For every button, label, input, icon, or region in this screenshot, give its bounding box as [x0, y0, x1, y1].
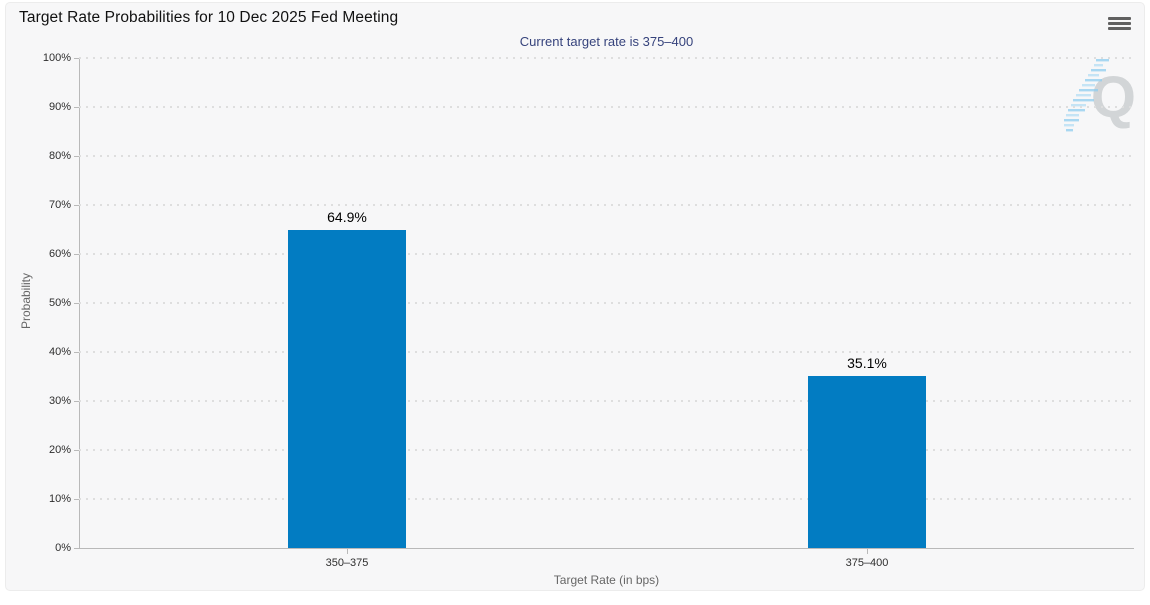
y-tick-label: 30%: [48, 395, 71, 407]
probability-bar[interactable]: [288, 229, 406, 548]
gridline: [79, 106, 1134, 108]
gridline: [79, 400, 1134, 402]
gridline: [79, 204, 1134, 206]
y-tick-label: 40%: [48, 346, 71, 358]
hamburger-menu-icon: [1107, 26, 1131, 30]
y-tick-label: 50%: [48, 297, 71, 309]
y-tick-label: 70%: [48, 199, 71, 211]
gridline: [79, 57, 1134, 59]
watermark-q-letter: Q: [1090, 65, 1136, 130]
y-tick-mark: [74, 352, 79, 353]
chart-panel: Target Rate Probabilities for 10 Dec 202…: [5, 2, 1145, 591]
x-tick-mark: [867, 548, 868, 554]
y-tick-mark: [74, 58, 79, 59]
gridline: [79, 498, 1134, 500]
x-axis-title: Target Rate (in bps): [553, 573, 660, 587]
gridline: [79, 253, 1134, 255]
hamburger-menu-icon: [1107, 21, 1131, 25]
probability-bar[interactable]: [808, 376, 926, 548]
y-tick-mark: [74, 401, 79, 402]
y-tick-label: 80%: [48, 150, 71, 162]
y-tick-label: 60%: [48, 248, 71, 260]
chart-menu-button[interactable]: [1104, 11, 1134, 35]
gridline: [79, 302, 1134, 304]
y-tick-label: 10%: [48, 493, 71, 505]
gridline: [79, 351, 1134, 353]
x-axis-line: [79, 548, 1134, 549]
y-tick-mark: [74, 450, 79, 451]
x-tick-label: 375–400: [845, 557, 889, 569]
y-tick-mark: [74, 156, 79, 157]
bar-value-label: 64.9%: [327, 208, 367, 225]
y-tick-mark: [74, 548, 79, 549]
y-tick-mark: [74, 303, 79, 304]
watermark-hash-icon: [1064, 59, 1109, 132]
y-tick-label: 0%: [55, 542, 71, 554]
y-tick-mark: [74, 254, 79, 255]
y-tick-mark: [74, 499, 79, 500]
gridline: [79, 449, 1134, 451]
y-tick-mark: [74, 107, 79, 108]
x-tick-label: 350–375: [325, 557, 369, 569]
plot-area: 0% 10% 20% 30% 40% 50% 60% 70% 80% 90% 100% 64.9% 35…: [43, 52, 1134, 569]
bar-value-label: 35.1%: [847, 355, 887, 371]
quikstrike-watermark: Q: [1064, 59, 1136, 141]
y-tick-mark: [74, 205, 79, 206]
y-tick-label: 100%: [42, 52, 71, 64]
chart-subtitle: Current target rate is 375–400: [519, 34, 694, 49]
y-axis-title: Probability: [19, 272, 33, 330]
hamburger-menu-icon: [1107, 16, 1131, 20]
x-tick-mark: [347, 548, 348, 554]
gridline: [79, 155, 1134, 157]
chart-title: Target Rate Probabilities for 10 Dec 202…: [19, 9, 399, 26]
y-tick-label: 90%: [48, 101, 71, 113]
y-tick-label: 20%: [48, 444, 71, 456]
